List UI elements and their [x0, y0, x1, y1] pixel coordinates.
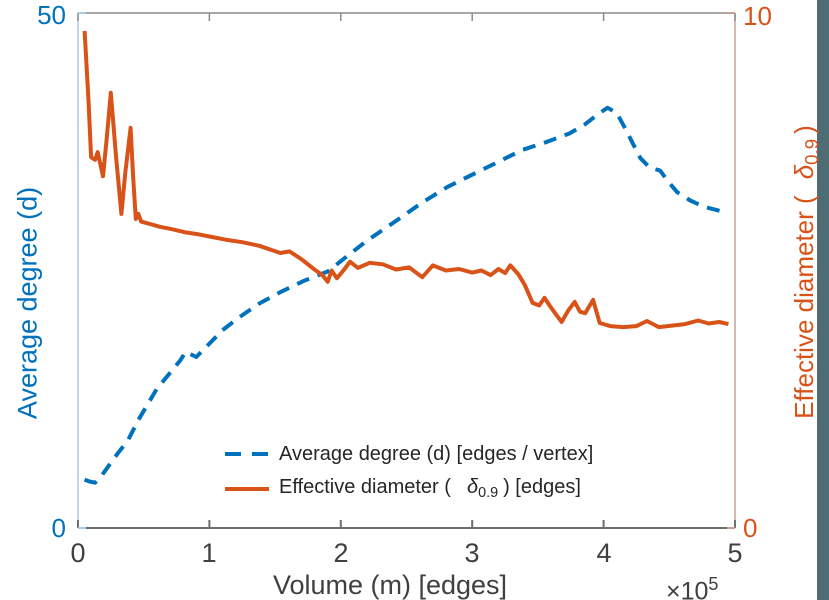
right-axis-tick-10: 10: [743, 1, 772, 31]
right-axis-tick-0: 0: [743, 513, 758, 543]
left-axis-tick-0: 0: [51, 513, 66, 543]
legend-entry-average-degree: Average degree (d) [edges / vertex]: [225, 440, 593, 468]
series-line-0: [83, 105, 728, 485]
left-axis-tick-50: 50: [37, 0, 66, 30]
x-tick-3: 3: [464, 538, 480, 568]
right-label-prefix: Effective diameter (: [788, 195, 819, 419]
x-multiplier-exponent: 5: [708, 574, 719, 594]
series-line-1: [82, 30, 729, 330]
legend-swatch-solid-orange: [225, 487, 269, 491]
legend-delta-symbol: δ: [466, 476, 479, 499]
legend-label-suffix: ) [edges]: [503, 476, 581, 499]
x-axis-label: Volume (m) [edges]: [272, 570, 508, 600]
legend-label-effective-diameter: Effective diameter ( δ0.9) [edges]: [279, 476, 581, 501]
x-tick-0: 0: [70, 538, 86, 568]
side-accent-band: [817, 0, 829, 600]
right-y-axis-label: Effective diameter ( δ0.9): [789, 125, 823, 419]
x-tick-4: 4: [596, 538, 612, 568]
x-tick-2: 2: [333, 538, 349, 568]
legend-label-prefix: Effective diameter (: [279, 476, 451, 499]
legend-entry-effective-diameter: Effective diameter ( δ0.9) [edges]: [225, 475, 581, 503]
left-y-axis-label: Average degree (d): [12, 186, 43, 420]
x-multiplier-base: ×10: [666, 577, 709, 600]
delta-subscript: 0.9: [801, 138, 823, 165]
legend-label-average-degree: Average degree (d) [edges / vertex]: [279, 442, 594, 465]
x-tick-5: 5: [727, 538, 743, 568]
x-tick-1: 1: [201, 538, 217, 568]
legend-delta-subscript: 0.9: [478, 485, 499, 502]
x-axis-multiplier: ×105: [666, 574, 718, 600]
right-label-suffix: ): [788, 125, 819, 134]
delta-symbol: δ: [788, 164, 819, 180]
legend-swatch-dashed-blue: [225, 452, 269, 456]
